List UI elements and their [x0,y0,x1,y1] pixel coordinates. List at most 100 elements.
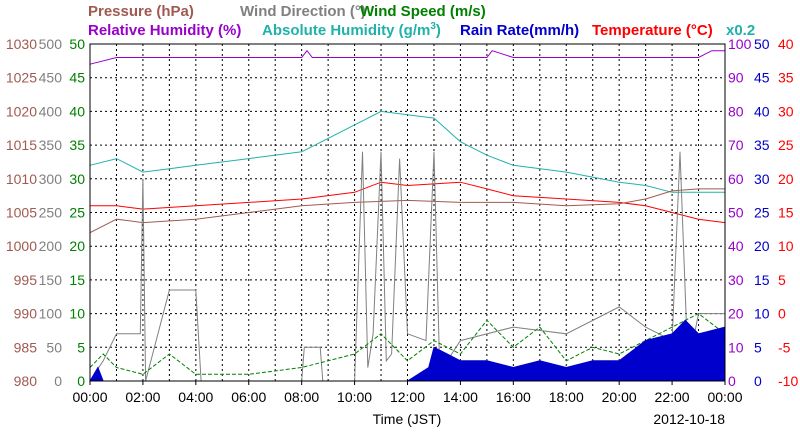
pressure-tick: 980 [14,373,38,389]
wind-speed-tick: 40 [69,103,85,119]
wind-direction-tick: 350 [39,137,63,153]
wind-speed-tick: 0 [77,373,85,389]
pressure-tick: 1020 [6,103,37,119]
temperature-tick: 20 [778,171,794,187]
x-axis-label: Time (JST) [373,411,442,427]
humidity-tick: 80 [728,103,744,119]
legend-wind-direction: Wind Direction (°) [240,3,366,20]
humidity-tick: 40 [728,238,744,254]
wind-speed-tick: 50 [69,36,85,52]
legend-rain-rate-mm-h: Rain Rate(mm/h) [460,22,579,39]
humidity-tick: 0 [728,373,736,389]
pressure-tick: 985 [14,339,38,355]
x-tick-label: 02:00 [125,389,160,405]
date-label: 2012-10-18 [653,411,725,427]
wind-direction-tick: 50 [46,339,62,355]
wind-speed-tick: 30 [69,171,85,187]
temperature-tick: 30 [778,103,794,119]
temperature-tick: -5 [778,339,791,355]
axis-ticks: 1030102510201015101010051000995990985980… [6,36,799,389]
humidity-tick: 50 [728,205,744,221]
rain-rate-tick: 35 [754,137,770,153]
humidity-tick: 20 [728,306,744,322]
temperature-tick: 40 [778,36,794,52]
pressure-tick: 1030 [6,36,37,52]
series-wind-direction [89,151,725,382]
x-tick-label: 00:00 [72,389,107,405]
legend-top: Pressure (hPa) Wind Direction (°)Wind Spe… [88,3,486,20]
legend-x0-2: x0.2 [726,22,755,39]
rain-rate-tick: 25 [754,205,770,221]
wind-speed-tick: 25 [69,205,85,221]
series-absolute-humidity-g-m3 [89,110,725,193]
pressure-tick: 1025 [6,70,37,86]
rain-rate-tick: 20 [754,238,770,254]
wind-direction-tick: 250 [39,205,63,221]
pressure-tick: 1000 [6,238,37,254]
wind-direction-tick: 500 [39,36,63,52]
x-axis-ticks: 00:00 02:00 04:00 06:00 08:00 10:00 12:00 14:00… [72,381,743,405]
legend-absolute-humidity-g-m: Absolute Humidity (g/m3) [262,21,441,39]
humidity-tick: 60 [728,171,744,187]
x-tick-label: 10:00 [337,389,372,405]
wind-direction-tick: 150 [39,272,63,288]
legend-wind-speed-m-s: Wind Speed (m/s) [360,3,486,20]
humidity-tick: 70 [728,137,744,153]
x-tick-label: 14:00 [443,389,478,405]
temperature-tick: 0 [778,306,786,322]
x-tick-label: 18:00 [549,389,584,405]
wind-speed-tick: 10 [69,306,85,322]
humidity-tick: 100 [728,36,752,52]
temperature-tick: 25 [778,137,794,153]
rain-rate-tick: 40 [754,103,770,119]
series-wind-speed-m-s [89,313,726,375]
wind-direction-tick: 200 [39,238,63,254]
rain-rate-tick: 30 [754,171,770,187]
temperature-tick: -10 [778,373,798,389]
temperature-tick: 5 [778,272,786,288]
wind-direction-tick: 300 [39,171,63,187]
wind-speed-tick: 5 [77,339,85,355]
series-temperature-c [90,181,726,224]
legend-temperature-c: Temperature (°C) [592,22,713,39]
pressure-tick: 1015 [6,137,37,153]
temperature-tick: 10 [778,238,794,254]
temperature-tick: 15 [778,205,794,221]
x-tick-label: 22:00 [655,389,690,405]
x-tick-label: 16:00 [496,389,531,405]
x-tick-label: 08:00 [284,389,319,405]
temperature-tick: 35 [778,70,794,86]
humidity-tick: 30 [728,272,744,288]
humidity-tick: 10 [728,339,744,355]
pressure-tick: 1010 [6,171,37,187]
wind-speed-tick: 15 [69,272,85,288]
wind-speed-tick: 35 [69,137,85,153]
wind-direction-tick: 100 [39,306,63,322]
rain-rate-tick: 10 [754,306,770,322]
rain-rate-tick: 50 [754,36,770,52]
wind-direction-tick: 400 [39,103,63,119]
rain-rate-tick: 0 [754,373,762,389]
rain-rate-tick: 5 [754,339,762,355]
series-pressure-hpa [89,188,725,234]
rain-rate-tick: 15 [754,272,770,288]
pressure-tick: 990 [14,306,38,322]
x-tick-label: 00:00 [707,389,742,405]
x-tick-label: 04:00 [178,389,213,405]
series-relative-humidity [89,49,725,65]
legend-pressure-hpa: Pressure (hPa) [88,3,194,20]
x-tick-label: 06:00 [231,389,266,405]
humidity-tick: 90 [728,70,744,86]
pressure-tick: 1005 [6,205,37,221]
legend-relative-humidity: Relative Humidity (%) [88,22,241,39]
x-tick-label: 20:00 [602,389,637,405]
wind-speed-tick: 45 [69,70,85,86]
wind-direction-tick: 450 [39,70,63,86]
legend-bottom: Relative Humidity (%) Absolute Humidity (… [88,21,755,39]
x-tick-label: 12:00 [390,389,425,405]
wind-direction-tick: 0 [54,373,62,389]
wind-speed-tick: 20 [69,238,85,254]
pressure-tick: 995 [14,272,38,288]
